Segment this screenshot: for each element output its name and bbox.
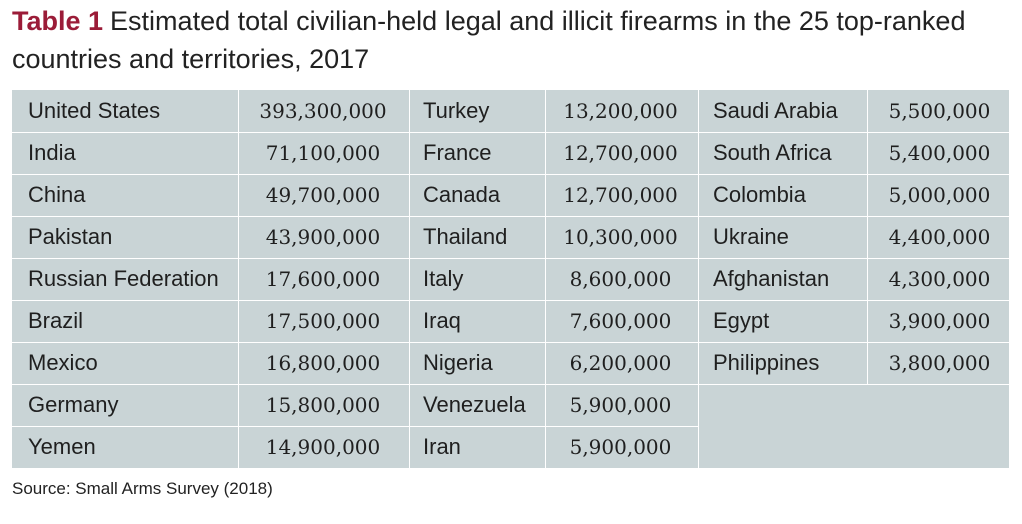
- row-divider: [12, 132, 409, 133]
- country-name: Afghanistan: [713, 266, 830, 291]
- column-divider: [409, 90, 410, 468]
- firearms-count: 43,900,000: [265, 225, 381, 249]
- firearms-count: 17,500,000: [265, 309, 381, 333]
- country-name: Ukraine: [713, 224, 789, 249]
- country-name: Russian Federation: [28, 266, 219, 291]
- firearms-count: 5,000,000: [888, 183, 991, 207]
- firearms-count: 10,300,000: [563, 225, 678, 249]
- firearms-count: 4,300,000: [888, 267, 991, 291]
- column-divider: [698, 90, 699, 468]
- country-name: Saudi Arabia: [713, 98, 838, 123]
- row-divider: [410, 384, 698, 385]
- country-name: Colombia: [713, 182, 806, 207]
- firearms-count: 5,900,000: [569, 435, 672, 459]
- firearms-count: 15,800,000: [265, 393, 381, 417]
- firearms-count: 5,500,000: [888, 99, 991, 123]
- country-name: Yemen: [28, 434, 96, 459]
- firearms-count: 8,600,000: [569, 267, 672, 291]
- country-name: China: [28, 182, 86, 207]
- row-divider: [699, 342, 1009, 343]
- row-divider: [12, 426, 409, 427]
- row-divider: [410, 216, 698, 217]
- row-divider: [699, 300, 1009, 301]
- row-divider: [410, 258, 698, 259]
- table-title: Table 1 Estimated total civilian-held leg…: [12, 2, 1012, 78]
- country-name: Egypt: [713, 308, 770, 333]
- firearms-count: 3,900,000: [888, 309, 991, 333]
- country-name: France: [423, 140, 492, 165]
- row-divider: [699, 132, 1009, 133]
- firearms-count: 12,700,000: [563, 183, 678, 207]
- country-name: India: [28, 140, 76, 165]
- row-divider: [12, 342, 409, 343]
- country-name: Iraq: [423, 308, 461, 333]
- firearms-count: 393,300,000: [259, 99, 387, 123]
- row-divider: [699, 216, 1009, 217]
- row-divider: [410, 342, 698, 343]
- row-divider: [699, 174, 1009, 175]
- row-divider: [410, 300, 698, 301]
- country-name: Canada: [423, 182, 501, 207]
- country-name: Venezuela: [423, 392, 526, 417]
- column-divider: [545, 90, 546, 468]
- country-name: Nigeria: [423, 350, 493, 375]
- country-name: Italy: [423, 266, 464, 291]
- table-number: Table 1: [12, 6, 104, 36]
- row-divider: [699, 258, 1009, 259]
- column-divider: [238, 90, 239, 468]
- firearms-count: 5,400,000: [888, 141, 991, 165]
- firearms-count: 12,700,000: [563, 141, 678, 165]
- firearms-count: 16,800,000: [265, 351, 381, 375]
- country-name: Germany: [28, 392, 119, 417]
- column-divider: [867, 90, 868, 384]
- row-divider: [12, 216, 409, 217]
- firearms-count: 13,200,000: [563, 99, 678, 123]
- country-name: Philippines: [713, 350, 820, 375]
- firearms-count: 14,900,000: [265, 435, 381, 459]
- firearms-count: 4,400,000: [888, 225, 991, 249]
- row-divider: [410, 426, 698, 427]
- firearms-count: 6,200,000: [569, 351, 672, 375]
- firearms-count: 5,900,000: [569, 393, 672, 417]
- firearms-count: 3,800,000: [888, 351, 991, 375]
- country-name: Thailand: [423, 224, 508, 249]
- country-name: United States: [28, 98, 161, 123]
- row-divider: [12, 258, 409, 259]
- row-divider: [12, 384, 409, 385]
- country-name: Brazil: [28, 308, 84, 333]
- firearms-count: 17,600,000: [265, 267, 381, 291]
- row-divider: [12, 300, 409, 301]
- firearms-count: 71,100,000: [265, 141, 381, 165]
- country-name: Iran: [423, 434, 461, 459]
- firearms-count: 49,700,000: [265, 183, 381, 207]
- source-note: Source: Small Arms Survey (2018): [12, 479, 273, 498]
- country-name: Mexico: [28, 350, 98, 375]
- country-name: South Africa: [713, 140, 832, 165]
- table-caption: Estimated total civilian-held legal and …: [12, 6, 966, 74]
- firearms-count: 7,600,000: [569, 309, 672, 333]
- row-divider: [12, 174, 409, 175]
- country-name: Turkey: [423, 98, 490, 123]
- country-name: Pakistan: [28, 224, 113, 249]
- row-divider: [410, 132, 698, 133]
- row-divider: [410, 174, 698, 175]
- row-divider: [699, 384, 1009, 385]
- firearms-table: United States 393,300,000 India 71,100,000 C…: [12, 90, 1009, 468]
